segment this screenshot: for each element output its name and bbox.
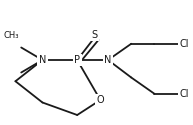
Text: P: P xyxy=(74,55,80,65)
Text: N: N xyxy=(39,55,46,65)
Text: CH₃: CH₃ xyxy=(4,30,19,40)
Text: O: O xyxy=(96,95,104,105)
Text: N: N xyxy=(104,55,112,65)
Text: Cl: Cl xyxy=(179,89,189,99)
Text: Cl: Cl xyxy=(179,39,189,49)
Text: S: S xyxy=(91,30,98,40)
